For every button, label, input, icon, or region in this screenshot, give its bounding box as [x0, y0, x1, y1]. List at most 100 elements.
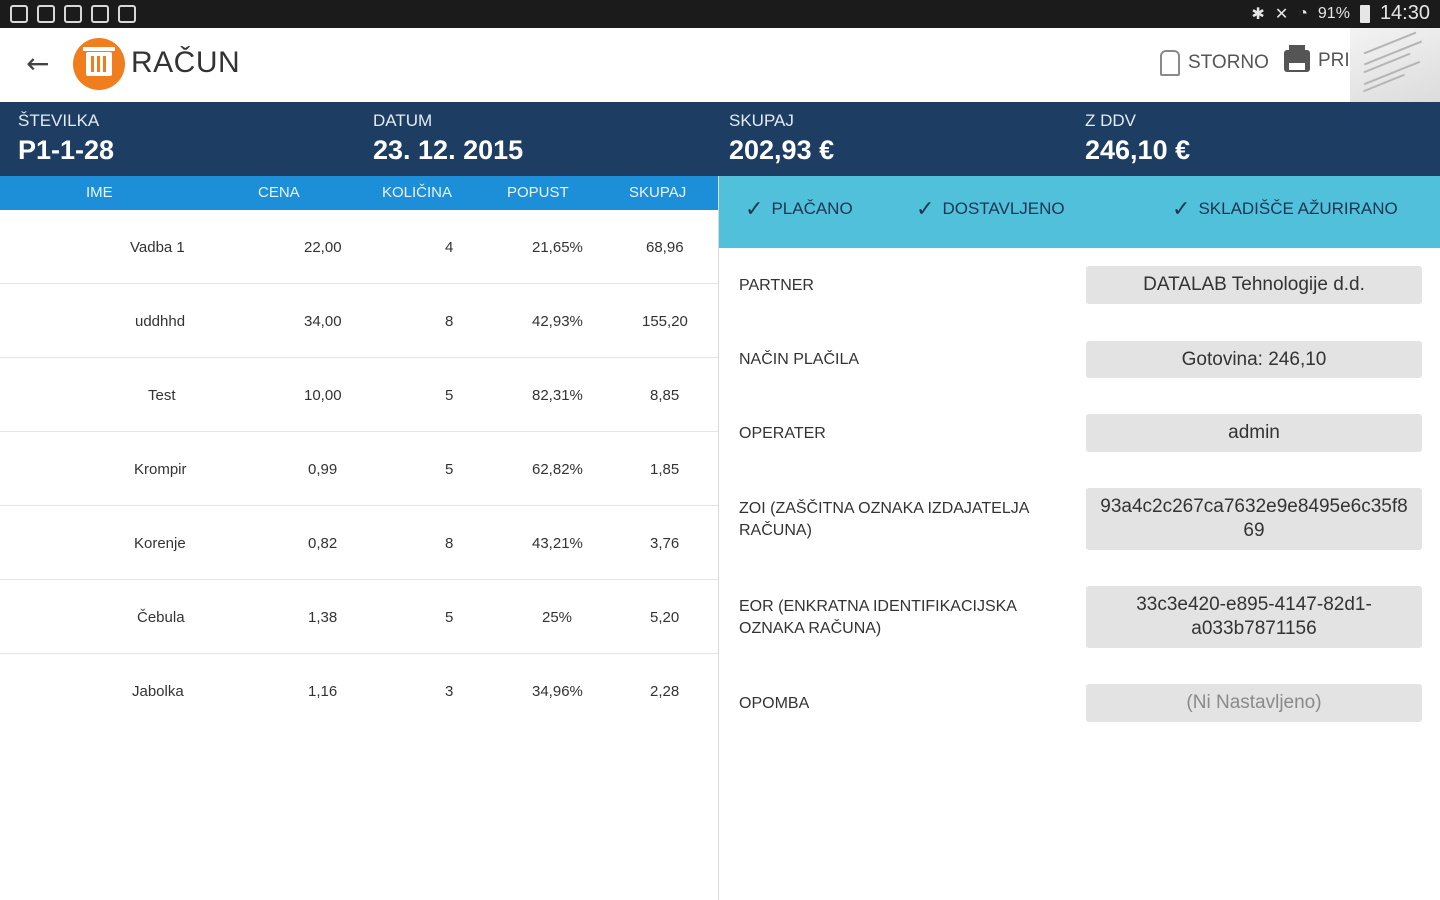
invoice-summary: ŠTEVILKA P1-1-28 DATUM 23. 12. 2015 SKUP… [0, 102, 1440, 176]
cell-name: Čebula [137, 609, 185, 626]
flag-stock-updated[interactable]: ✓ SKLADIŠČE AŽURIRANO [1172, 198, 1398, 220]
cell-name: Jabolka [132, 683, 184, 700]
cell-price: 1,16 [308, 683, 338, 700]
cell-total: 5,20 [650, 609, 680, 626]
column-header-discount: POPUST [507, 184, 569, 201]
cell-discount: 62,82% [532, 461, 583, 478]
cell-total: 68,96 [646, 239, 684, 256]
summary-label: Z DDV [1085, 111, 1136, 130]
cell-name: uddhhd [135, 313, 186, 330]
flag-label: SKLADIŠČE AŽURIRANO [1198, 199, 1398, 218]
cell-name: Krompir [134, 461, 187, 478]
notification-icons [10, 5, 136, 23]
cell-discount: 25% [542, 609, 573, 626]
eor-field[interactable]: 33c3e420-e895-4147-82d1- a033b7871156 [1086, 586, 1422, 648]
cell-discount: 43,21% [532, 535, 583, 552]
summary-value: P1-1-28 [18, 135, 115, 165]
table-row[interactable]: Čebula 1,38 5 25% 5,20 [0, 580, 718, 654]
cell-price: 34,00 [304, 313, 342, 330]
cell-total: 2,28 [650, 683, 680, 700]
cell-price: 22,00 [304, 239, 342, 256]
partner-field[interactable]: DATALAB Tehnologije d.d. [1086, 266, 1422, 304]
table-row[interactable]: Korenje 0,82 8 43,21% 3,76 [0, 506, 718, 580]
summary-label: ŠTEVILKA [18, 111, 100, 130]
cell-price: 0,82 [308, 535, 338, 552]
system-status: ✱ ✕ ◔ 91% 14:30 [1251, 2, 1430, 25]
email-notification-icon [64, 5, 82, 23]
summary-value: 202,93 € [729, 135, 835, 165]
column-header-price: CENA [258, 184, 300, 201]
cell-discount: 42,93% [532, 313, 583, 330]
battery-icon [1359, 4, 1370, 23]
panel-divider [718, 176, 719, 900]
cell-quantity: 5 [445, 609, 454, 626]
flag-delivered[interactable]: ✓ DOSTAVLJENO [916, 198, 1065, 220]
photo-notification-icon [37, 5, 55, 23]
note-field[interactable]: (Ni Nastavljeno) [1086, 684, 1422, 722]
status-bar: ✱ ✕ ◔ 91% 14:30 [0, 0, 1440, 28]
screenshot-notification-icon [118, 5, 136, 23]
detail-label-partner: PARTNER [739, 277, 814, 294]
table-row[interactable]: Vadba 1 22,00 4 21,65% 68,96 [0, 210, 718, 284]
cell-discount: 34,96% [532, 683, 583, 700]
detail-label-zoi: ZOI (ZAŠČITNA OZNAKA IZDAJATELJA RAČUNA) [739, 500, 1029, 539]
dropbox-notification-icon [91, 5, 109, 23]
cell-total: 155,20 [642, 313, 688, 330]
cell-quantity: 4 [445, 239, 454, 256]
column-header-quantity: KOLIČINA [382, 184, 453, 201]
cell-quantity: 5 [445, 387, 454, 404]
receipt-decoration-icon [1350, 28, 1440, 102]
cell-discount: 82,31% [532, 387, 583, 404]
detail-label-eor: EOR (ENKRATNA IDENTIFIKACIJSKA OZNAKA RA… [739, 598, 1017, 637]
table-row[interactable]: Krompir 0,99 5 62,82% 1,85 [0, 432, 718, 506]
storno-icon [1160, 50, 1180, 76]
table-row[interactable]: Test 10,00 5 82,31% 8,85 [0, 358, 718, 432]
cell-quantity: 8 [445, 313, 454, 330]
mute-icon: ✕ [1274, 5, 1289, 23]
summary-label: DATUM [373, 111, 433, 130]
page-title: RAČUN [131, 46, 241, 79]
column-header-total: SKUPAJ [629, 184, 687, 201]
table-row[interactable]: uddhhd 34,00 8 42,93% 155,20 [0, 284, 718, 358]
printer-icon [1284, 45, 1310, 72]
detail-label-note: OPOMBA [739, 695, 810, 712]
app-bar: ← RAČUN STORNO PRINT [0, 28, 1440, 102]
cell-discount: 21,65% [532, 239, 583, 256]
status-flags: ✓ PLAČANO ✓ DOSTAVLJENO ✓ SKLADIŠČE AŽUR… [719, 176, 1440, 248]
cell-total: 3,76 [650, 535, 680, 552]
payment-method-field[interactable]: Gotovina: 246,10 [1086, 341, 1422, 378]
cell-total: 1,85 [650, 461, 680, 478]
cell-price: 0,99 [308, 461, 338, 478]
flag-label: PLAČANO [771, 199, 853, 218]
items-table-body: Vadba 1 22,00 4 21,65% 68,96 uddhhd 34,0… [0, 210, 718, 728]
back-arrow-icon[interactable]: ← [26, 47, 50, 80]
table-row[interactable]: Jabolka 1,16 3 34,96% 2,28 [0, 654, 718, 728]
column-header-name: IME [86, 184, 113, 201]
cell-quantity: 8 [445, 535, 454, 552]
check-icon: ✓ [745, 196, 764, 221]
detail-label-operator: OPERATER [739, 425, 826, 442]
bluetooth-icon: ✱ [1251, 5, 1265, 23]
items-table-header: IME CENA KOLIČINA POPUST SKUPAJ [0, 176, 718, 210]
wifi-icon: ◔ [1298, 4, 1308, 22]
invoice-details: PARTNER DATALAB Tehnologije d.d. NAČIN P… [719, 248, 1440, 900]
battery-percent: 91% [1317, 4, 1350, 22]
cell-price: 1,38 [308, 609, 338, 626]
cell-name: Test [148, 387, 176, 404]
gallery-notification-icon [10, 5, 28, 23]
app-logo-icon [73, 38, 125, 90]
storno-button[interactable]: STORNO [1160, 50, 1269, 76]
check-icon: ✓ [1172, 196, 1191, 221]
clock: 14:30 [1379, 2, 1430, 24]
flag-paid[interactable]: ✓ PLAČANO [745, 198, 853, 220]
cell-price: 10,00 [304, 387, 342, 404]
operator-field[interactable]: admin [1086, 414, 1422, 452]
zoi-field[interactable]: 93a4c2c267ca7632e9e8495e6c35f8 69 [1086, 488, 1422, 550]
cell-total: 8,85 [650, 387, 680, 404]
cell-name: Vadba 1 [130, 239, 185, 256]
cell-quantity: 5 [445, 461, 454, 478]
storno-label: STORNO [1188, 52, 1269, 73]
detail-label-payment: NAČIN PLAČILA [739, 351, 860, 368]
flag-label: DOSTAVLJENO [942, 199, 1065, 218]
summary-value: 23. 12. 2015 [373, 135, 524, 165]
